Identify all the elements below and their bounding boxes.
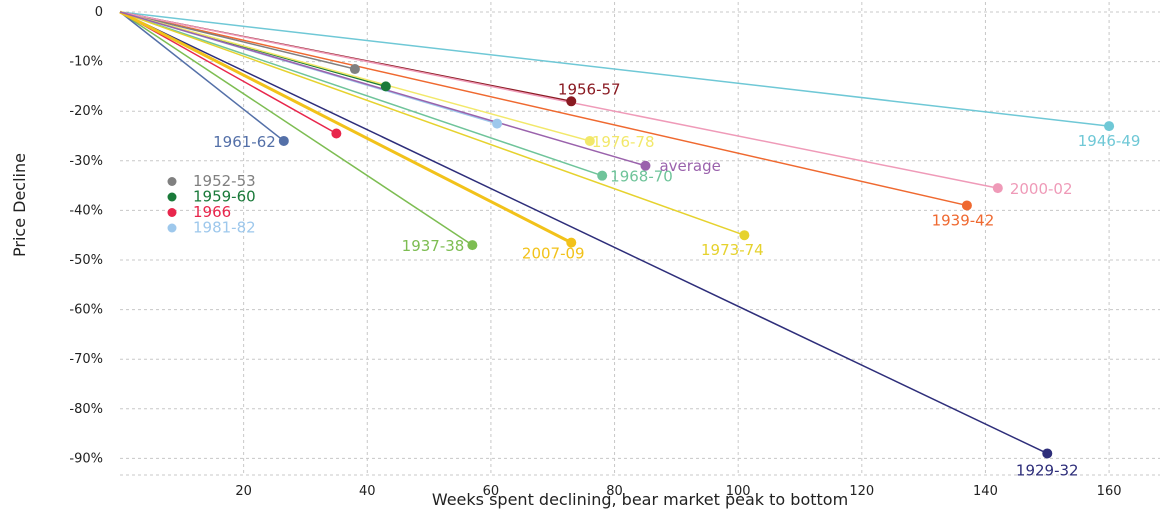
y-tick-label: -20% [69,104,103,119]
series-point-1946-49 [1104,121,1114,131]
x-tick-label: 140 [973,484,998,499]
y-tick-label: -80% [69,402,103,417]
series-point-1952-53 [350,64,360,74]
x-tick-label: 20 [235,484,252,499]
series-point-1959-60 [381,81,391,91]
series-label-2000-02: 2000-02 [1010,180,1073,198]
series-label-1946-49: 1946-49 [1078,132,1141,150]
series-point-1968-70 [597,171,607,181]
series-line-1976-78 [120,12,590,141]
gridlines [120,2,1160,475]
series-point-1961-62 [279,136,289,146]
legend-label-1981-82: 1981-82 [193,219,256,237]
series-label-1939-42: 1939-42 [932,211,995,229]
series-line-1929-32 [120,12,1047,453]
series-label-1937-38: 1937-38 [402,237,465,255]
series-label-1929-32: 1929-32 [1016,461,1079,479]
y-tick-label: -30% [69,154,103,169]
series-point-1981-82 [492,119,502,129]
y-tick-label: -70% [69,352,103,367]
y-axis-title: Price Decline [10,153,29,257]
x-tick-label: 160 [1097,484,1122,499]
series-point-1973-74 [739,230,749,240]
x-tick-label: 120 [849,484,874,499]
series-label-2007-09: 2007-09 [522,245,585,263]
y-tick-label: 0 [95,5,103,20]
y-tick-label: -50% [69,253,103,268]
series-label-average: average [659,157,720,175]
legend-marker-1981-82 [168,224,177,233]
legend-marker-1959-60 [168,193,177,202]
series-point-1929-32 [1042,448,1052,458]
series-line-1946-49 [120,12,1109,126]
legend-marker-1966 [168,208,177,217]
y-tick-label: -60% [69,303,103,318]
series-labels: 1929-32 1937-38 1939-42 1946-49 1956-57 1961-… [213,80,1140,479]
series-point-1939-42 [962,200,972,210]
series-line-2007-09 [120,12,571,243]
series-label-1973-74: 1973-74 [701,241,764,259]
series-point-2000-02 [993,183,1003,193]
x-axis-title: Weeks spent declining, bear market peak … [432,490,848,509]
legend-marker-1952-53 [168,177,177,186]
series-endpoints [279,64,1114,458]
y-tick-label: -40% [69,203,103,218]
y-tick-label: -90% [69,451,103,466]
x-tick-label: 40 [359,484,376,499]
series-point-1966 [331,129,341,139]
axis-ticks: 0 -10% -20% -30% -40% -50% -60% -70% -80% -90% 20 4… [69,5,1121,499]
series-point-1937-38 [467,240,477,250]
series-label-1961-62: 1961-62 [213,133,276,151]
series-label-1956-57: 1956-57 [558,80,621,98]
series-label-1976-78: 1976-78 [592,133,655,151]
y-tick-label: -10% [69,55,103,70]
